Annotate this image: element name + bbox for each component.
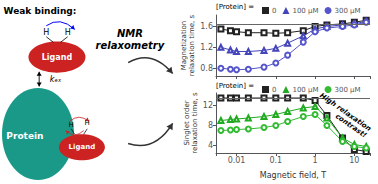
svg-text:0: 0 [272, 7, 276, 15]
svg-text:High relaxation: High relaxation [318, 91, 373, 133]
svg-text:[Protein] =: [Protein] = [216, 82, 254, 90]
svg-text:0.1: 0.1 [269, 156, 282, 165]
svg-text:300 μM: 300 μM [335, 86, 361, 94]
svg-text:[Protein] =: [Protein] = [216, 3, 254, 11]
svg-text:12: 12 [203, 101, 213, 110]
svg-text:1: 1 [313, 156, 318, 165]
svg-text:8: 8 [208, 121, 213, 130]
svg-text:Singlet order: Singlet order [183, 100, 191, 145]
svg-text:Magnetic field, T: Magnetic field, T [260, 171, 327, 180]
svg-text:kₑₓ: kₑₓ [50, 75, 62, 84]
svg-text:4: 4 [208, 141, 213, 150]
svg-text:NMR: NMR [117, 28, 143, 39]
svg-text:H: H [85, 119, 90, 127]
svg-text:1.2: 1.2 [200, 43, 213, 52]
svg-text:relaxation time, s: relaxation time, s [191, 92, 199, 154]
svg-text:1.6: 1.6 [200, 22, 213, 31]
svg-text:100 μM: 100 μM [292, 7, 318, 15]
svg-text:H: H [69, 121, 74, 129]
svg-text:0.01: 0.01 [228, 156, 246, 165]
svg-text:300 μM: 300 μM [335, 7, 361, 15]
svg-text:H: H [43, 28, 49, 37]
svg-text:H: H [65, 28, 71, 37]
svg-text:0.8: 0.8 [200, 64, 213, 73]
svg-text:Protein: Protein [6, 131, 43, 141]
svg-text:Ligand: Ligand [42, 53, 73, 62]
svg-text:Magnetization: Magnetization [180, 21, 188, 71]
svg-text:contrast!: contrast! [334, 112, 368, 139]
svg-text:Weak binding:: Weak binding: [4, 6, 77, 16]
svg-text:relaxation time, s: relaxation time, s [188, 15, 196, 77]
svg-text:relaxometry: relaxometry [96, 40, 165, 51]
svg-text:0: 0 [272, 86, 276, 94]
svg-text:10: 10 [349, 156, 359, 165]
svg-text:100 μM: 100 μM [292, 86, 318, 94]
svg-text:Ligand: Ligand [69, 143, 96, 151]
